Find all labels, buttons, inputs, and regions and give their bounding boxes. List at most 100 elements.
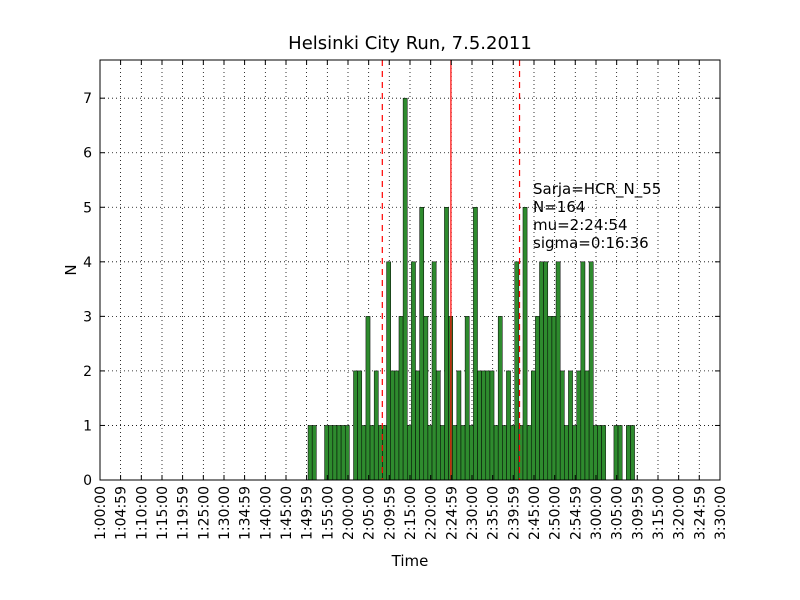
y-tick-label: 2 bbox=[83, 364, 92, 380]
reference-lines-layer bbox=[381, 60, 521, 480]
x-tick-label: 2:09:59 bbox=[382, 486, 398, 540]
histogram-bar bbox=[576, 370, 582, 481]
histogram-bar bbox=[340, 425, 346, 481]
stats-annotation-line: Sarja=HCR_N_55 bbox=[533, 180, 661, 199]
histogram-bar bbox=[597, 425, 602, 481]
histogram-bar bbox=[473, 207, 478, 481]
stats-annotation-line: N=164 bbox=[533, 198, 585, 216]
x-tick-label: 1:04:59 bbox=[114, 486, 130, 540]
histogram-bar bbox=[357, 370, 363, 481]
x-tick-label: 3:05:00 bbox=[610, 486, 626, 540]
histogram-bar bbox=[398, 316, 404, 481]
x-tick-label: 1:55:00 bbox=[320, 486, 336, 540]
histogram-bar bbox=[617, 425, 623, 481]
x-tick-label: 2:45:00 bbox=[527, 486, 543, 540]
y-tick-label: 1 bbox=[83, 418, 92, 434]
histogram-bar bbox=[526, 425, 532, 481]
histogram-bar bbox=[535, 316, 540, 481]
histogram-bar bbox=[464, 316, 470, 481]
y-tick-label: 7 bbox=[83, 91, 92, 107]
histogram-bar bbox=[530, 370, 536, 481]
histogram-bar bbox=[361, 425, 367, 481]
x-tick-label: 1:10:00 bbox=[134, 486, 150, 540]
x-tick-label: 3:15:00 bbox=[651, 486, 667, 540]
histogram-bar bbox=[382, 425, 387, 481]
histogram-bar bbox=[564, 425, 569, 481]
y-tick-label: 4 bbox=[83, 255, 92, 271]
histogram-bar bbox=[452, 425, 458, 481]
x-tick-label: 3:09:59 bbox=[630, 486, 646, 540]
histogram-bar bbox=[551, 316, 557, 481]
histogram-bar bbox=[477, 370, 482, 481]
y-tick-labels: 0 1 2 3 4 5 6 7 bbox=[83, 91, 720, 489]
x-tick-label: 1:30:00 bbox=[217, 486, 233, 540]
x-tick-labels: 1:00:00 1:04:59 1:10:00 1:15:00 1:19:59 1:25:… bbox=[93, 60, 729, 540]
histogram-bar bbox=[332, 425, 338, 481]
y-tick-label: 6 bbox=[83, 146, 92, 162]
histogram-bar bbox=[419, 207, 425, 481]
histogram-bar bbox=[592, 425, 598, 481]
histogram-bar bbox=[613, 425, 619, 481]
histogram-bar bbox=[572, 425, 577, 481]
histogram-bar bbox=[568, 370, 573, 481]
histogram-bar bbox=[489, 370, 495, 481]
histogram-bar bbox=[456, 370, 462, 481]
x-tick-label: 3:00:00 bbox=[589, 486, 605, 540]
histogram-bar bbox=[427, 425, 433, 481]
stats-annotation-line: mu=2:24:54 bbox=[533, 216, 628, 234]
histogram-bar bbox=[584, 370, 590, 481]
histogram-bar bbox=[588, 261, 594, 481]
x-tick-label: 1:49:59 bbox=[300, 486, 316, 540]
y-tick-label: 0 bbox=[83, 473, 92, 489]
histogram-bar bbox=[373, 370, 379, 481]
x-tick-label: 1:45:00 bbox=[279, 486, 295, 540]
histogram-bar bbox=[502, 425, 507, 481]
histogram-bar bbox=[468, 425, 474, 481]
histogram-bar bbox=[311, 425, 317, 481]
y-axis-label: N bbox=[62, 264, 80, 275]
histogram-bar bbox=[344, 425, 350, 481]
histogram-bar bbox=[402, 97, 408, 481]
histogram-bar bbox=[336, 425, 342, 481]
histogram-bar bbox=[626, 425, 631, 481]
x-tick-label: 2:30:00 bbox=[465, 486, 481, 540]
x-tick-label: 1:40:00 bbox=[258, 486, 274, 540]
y-tick-label: 3 bbox=[83, 309, 92, 325]
histogram-bar bbox=[547, 316, 553, 481]
histogram-bar bbox=[493, 425, 499, 481]
histogram-bar bbox=[365, 316, 371, 481]
histogram-bar bbox=[394, 370, 400, 481]
chart-title: Helsinki City Run, 7.5.2011 bbox=[288, 33, 532, 54]
histogram-bar bbox=[630, 425, 635, 481]
x-tick-label: 2:24:59 bbox=[444, 486, 460, 540]
histogram-bar bbox=[555, 261, 561, 481]
stats-annotation: Sarja=HCR_N_55N=164mu=2:24:54sigma=0:16:… bbox=[533, 180, 661, 252]
histogram-bar bbox=[580, 261, 586, 481]
x-tick-label: 1:25:00 bbox=[196, 486, 212, 540]
histogram-bar bbox=[328, 425, 334, 481]
bars-layer bbox=[307, 97, 635, 481]
histogram-bar bbox=[307, 425, 313, 481]
histogram-bar bbox=[543, 261, 549, 481]
histogram-bar bbox=[369, 425, 375, 481]
histogram-bar bbox=[460, 425, 466, 481]
histogram-bar bbox=[440, 425, 445, 481]
histogram-bar bbox=[497, 316, 503, 481]
histogram-bar bbox=[539, 261, 544, 481]
x-tick-label: 2:20:00 bbox=[424, 486, 440, 540]
histogram-bar bbox=[522, 207, 528, 481]
histogram-bar bbox=[411, 261, 416, 481]
histogram-bar bbox=[510, 425, 515, 481]
histogram-bar bbox=[514, 261, 520, 481]
histogram-bar bbox=[406, 425, 412, 481]
histogram-bar bbox=[324, 425, 329, 481]
x-tick-label: 2:39:59 bbox=[506, 486, 522, 540]
x-tick-label: 1:15:00 bbox=[155, 486, 171, 540]
y-tick-label: 5 bbox=[83, 200, 92, 216]
stats-annotation-line: sigma=0:16:36 bbox=[533, 234, 649, 252]
histogram-bar bbox=[415, 370, 420, 481]
histogram-bar bbox=[423, 316, 429, 481]
histogram-bar bbox=[431, 261, 437, 481]
